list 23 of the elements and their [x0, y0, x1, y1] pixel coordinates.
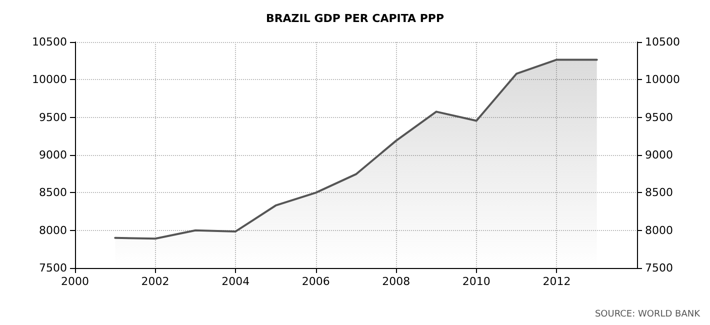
chart-title: BRAZIL GDP PER CAPITA PPP	[266, 12, 444, 25]
y2-tick-label: 9000	[645, 148, 673, 162]
y-tick-label: 8500	[39, 186, 67, 200]
x-tick-label: 2012	[542, 275, 571, 288]
y-tick-label: 9000	[39, 148, 67, 162]
x-tick-label: 2002	[141, 275, 170, 288]
x-tick-label: 2004	[222, 275, 250, 288]
y-tick-label: 10500	[32, 36, 67, 48]
y-tick-label: 7500	[39, 262, 67, 274]
source-note: SOURCE: WORLD BANK	[594, 310, 702, 320]
y2-tick-label: 9500	[645, 110, 673, 124]
x-tick-label: 2010	[462, 275, 490, 288]
x-tick-label: 2000	[61, 275, 89, 288]
x-tick-label: 2008	[382, 275, 410, 288]
y2-tick-label: 8500	[645, 186, 673, 200]
y-tick-label: 8000	[39, 224, 67, 237]
y-tick-label: 10000	[32, 73, 67, 86]
y-tick-label: 9500	[39, 110, 67, 124]
y2-tick-label: 10000	[645, 73, 680, 86]
x-tick-label: 2006	[302, 275, 330, 288]
y2-tick-label: 7500	[645, 262, 673, 274]
y2-tick-label: 8000	[645, 224, 673, 237]
y2-tick-label: 10500	[645, 36, 680, 48]
